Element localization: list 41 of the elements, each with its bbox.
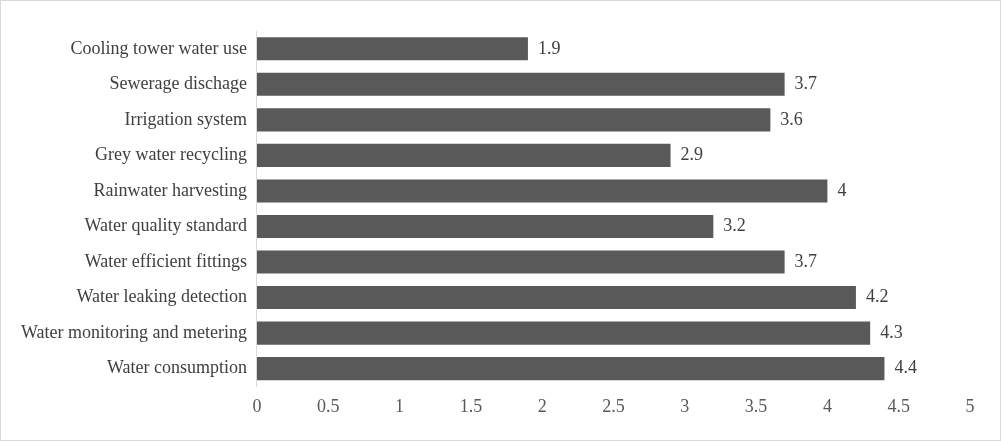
data-label: 4.2 <box>865 286 889 307</box>
x-tick-label: 3 <box>680 395 690 416</box>
x-tick-label: 2.5 <box>602 395 625 416</box>
x-tick-label: 0 <box>252 395 262 416</box>
y-tick-label: Irrigation system <box>124 108 247 129</box>
y-tick-label: Water monitoring and metering <box>21 321 247 342</box>
y-tick-label: Water efficient fittings <box>84 250 247 271</box>
y-tick-label: Water quality standard <box>84 215 247 236</box>
data-label: 1.9 <box>537 37 561 58</box>
y-tick-label: Cooling tower water use <box>70 37 247 58</box>
x-tick-label: 1.5 <box>459 395 483 416</box>
y-tick-label: Water leaking detection <box>76 286 247 307</box>
bar <box>256 214 714 239</box>
x-tick-label: 5 <box>965 395 975 416</box>
bar <box>256 357 885 381</box>
y-tick-label: Sewerage dischage <box>109 73 247 94</box>
x-tick-label: 1 <box>395 395 405 416</box>
x-tick-label: 2 <box>537 395 547 416</box>
x-tick-label: 0.5 <box>317 395 340 416</box>
y-tick-label: Water consumption <box>106 357 247 378</box>
data-label: 3.2 <box>723 215 746 236</box>
x-tick-label: 4.5 <box>887 395 910 416</box>
y-tick-label: Rainwater harvesting <box>93 179 247 200</box>
x-tick-label: 3.5 <box>744 395 768 416</box>
data-label: 4.3 <box>880 321 903 342</box>
data-label: 3.6 <box>780 108 803 129</box>
data-label: 2.9 <box>680 144 704 165</box>
bar <box>256 37 528 61</box>
data-label: 3.7 <box>794 73 818 94</box>
x-tick-label: 4 <box>822 395 832 416</box>
bar <box>256 179 828 203</box>
data-label: 3.7 <box>794 250 818 271</box>
bar <box>256 250 785 274</box>
bar <box>256 72 785 96</box>
bar <box>256 143 671 167</box>
data-label: 4 <box>837 179 847 200</box>
bar <box>256 108 771 132</box>
bar <box>256 321 871 345</box>
y-tick-label: Grey water recycling <box>95 144 247 165</box>
bar <box>256 286 856 310</box>
data-label: 4.4 <box>894 357 917 378</box>
